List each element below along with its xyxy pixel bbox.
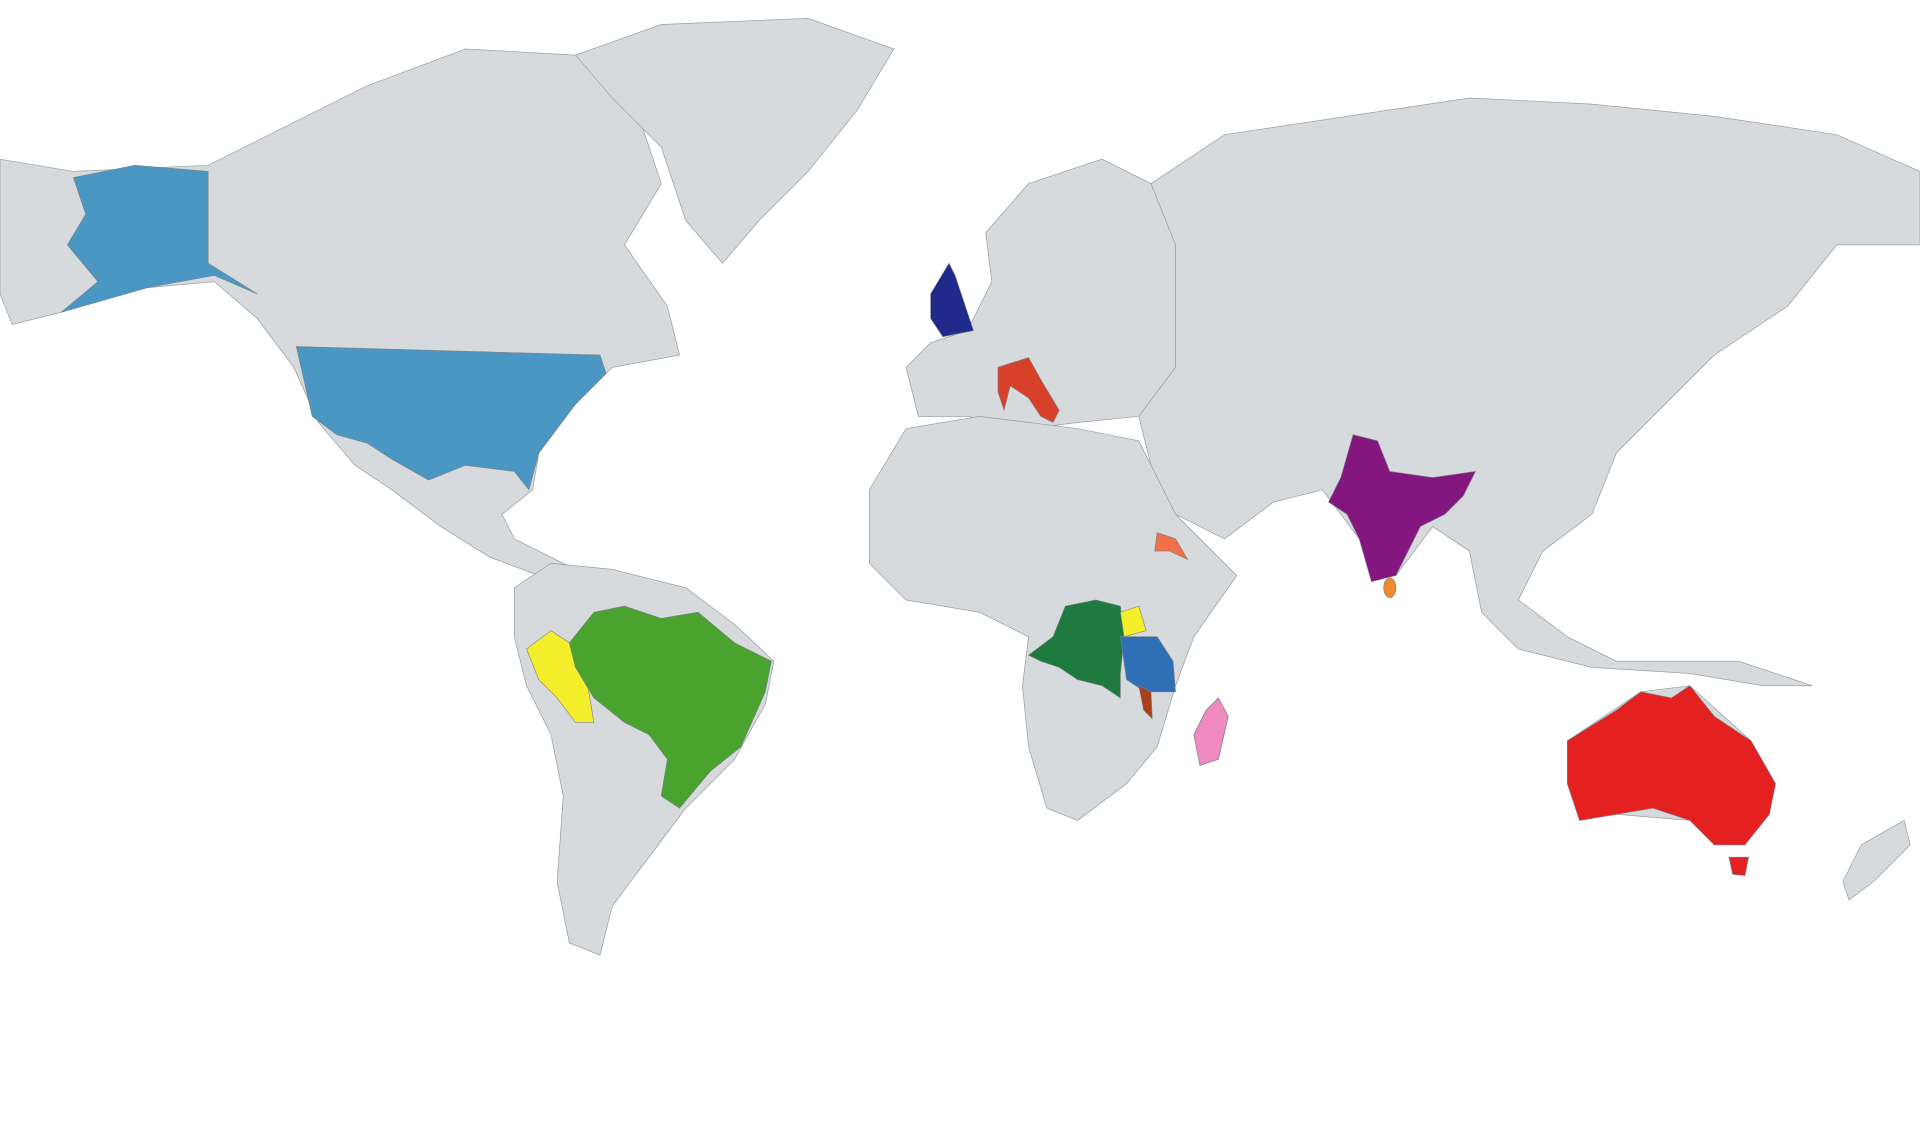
country-sri-lanka[interactable] — [1383, 577, 1397, 598]
new-zealand — [1842, 819, 1911, 901]
greenland — [574, 17, 895, 264]
country-usa[interactable] — [295, 346, 607, 491]
country-india[interactable] — [1328, 434, 1477, 583]
country-uganda[interactable] — [1120, 605, 1147, 638]
country-eritrea[interactable] — [1154, 532, 1189, 561]
country-peru[interactable] — [526, 630, 595, 723]
country-usa-alaska[interactable] — [61, 164, 258, 313]
country-australia-tasmania[interactable] — [1728, 856, 1749, 876]
base-land — [0, 17, 1920, 956]
country-madagascar[interactable] — [1193, 697, 1229, 766]
country-brazil[interactable] — [569, 605, 772, 809]
north-america — [0, 48, 681, 589]
country-australia[interactable] — [1567, 685, 1776, 846]
country-united-kingdom[interactable] — [930, 262, 974, 338]
country-tanzania[interactable] — [1120, 636, 1176, 693]
asia — [1138, 97, 1920, 687]
country-dr-congo[interactable] — [1027, 599, 1125, 699]
highlighted-countries — [61, 164, 1776, 876]
country-malawi[interactable] — [1138, 685, 1153, 720]
country-italy[interactable] — [997, 357, 1060, 423]
